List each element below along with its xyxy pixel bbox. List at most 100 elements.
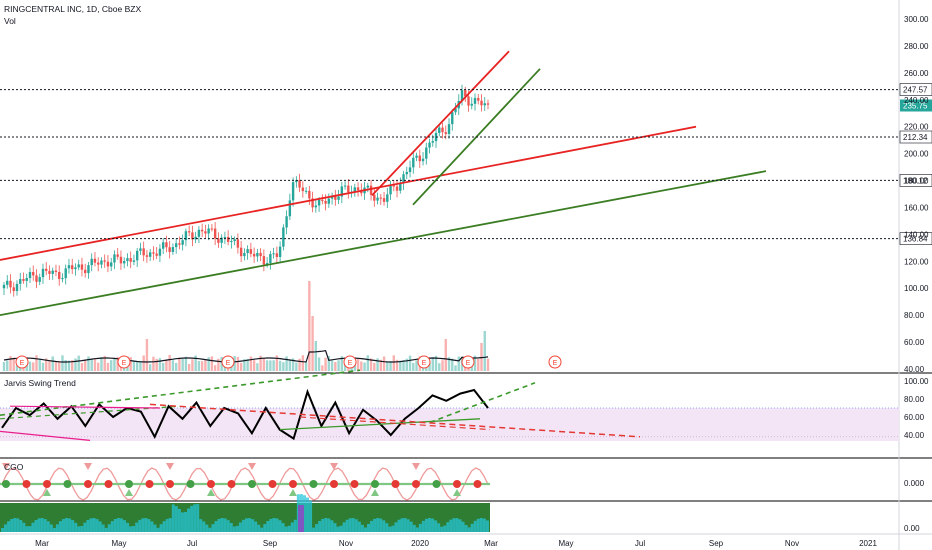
cgo-signal-dot xyxy=(166,480,174,488)
candle-body xyxy=(444,132,447,134)
volume-bar xyxy=(9,356,12,371)
histogram-bar xyxy=(52,527,56,532)
earnings-marker-label: E xyxy=(422,360,427,367)
candle-body xyxy=(61,278,64,280)
time-axis-tick: 2021 xyxy=(859,539,877,548)
histogram-bar xyxy=(345,519,349,532)
cgo-signal-dot xyxy=(248,480,256,488)
volume-bar xyxy=(48,359,51,371)
volume-bar xyxy=(483,331,486,371)
swing-trend-guide xyxy=(279,418,481,431)
histogram-bar xyxy=(397,519,401,532)
candle-body xyxy=(74,267,77,270)
histogram-bar xyxy=(46,521,50,532)
cgo-signal-dot xyxy=(371,480,379,488)
earnings-marker[interactable] xyxy=(343,355,357,369)
candle-body xyxy=(288,200,292,217)
volume-bar xyxy=(441,360,444,371)
histogram-bar xyxy=(190,505,194,532)
price-axis-tick: 300.00 xyxy=(904,15,929,24)
cgo-signal-dot xyxy=(43,480,51,488)
trend-line[interactable] xyxy=(0,125,697,261)
volume-bar xyxy=(181,359,184,371)
volume-bar xyxy=(90,359,93,371)
volume-bar xyxy=(262,358,266,371)
histogram-bar xyxy=(293,519,297,532)
histogram-bar xyxy=(461,521,465,532)
candle-body xyxy=(347,185,350,193)
earnings-marker[interactable] xyxy=(548,355,562,369)
histogram-bar xyxy=(107,524,111,532)
histogram-bar xyxy=(119,518,123,532)
volume-bar xyxy=(6,360,9,371)
volume-bar xyxy=(80,363,84,371)
volume-bar xyxy=(239,362,243,371)
time-axis-tick: Jul xyxy=(187,539,197,548)
volume-bar xyxy=(71,360,74,371)
price-axis-tick: 260.00 xyxy=(904,69,929,78)
candle-body xyxy=(126,258,129,262)
earnings-marker[interactable] xyxy=(117,355,131,369)
candle-body xyxy=(97,262,100,265)
earnings-marker[interactable] xyxy=(15,355,29,369)
volume-bar xyxy=(15,365,19,371)
candle-body xyxy=(71,265,74,270)
volume-bar xyxy=(58,361,61,371)
volume-bar xyxy=(87,356,90,371)
cgo-signal-dot xyxy=(391,480,400,488)
histogram-bar xyxy=(211,524,215,532)
volume-bar xyxy=(356,358,360,371)
histogram-bar xyxy=(379,518,383,532)
volume-bar xyxy=(184,356,188,371)
candle-body xyxy=(467,96,470,106)
trend-line[interactable] xyxy=(0,170,767,317)
volume-bar xyxy=(269,360,272,371)
earnings-marker-label: E xyxy=(348,360,353,367)
histogram-bar xyxy=(312,527,316,532)
histogram-bar xyxy=(68,518,72,532)
candle-body xyxy=(28,272,32,279)
histogram-bar xyxy=(22,522,26,532)
histogram-bar xyxy=(123,520,126,532)
histogram-bar xyxy=(324,518,328,532)
earnings-marker[interactable] xyxy=(417,355,431,369)
candle-body xyxy=(405,171,408,175)
earnings-marker[interactable] xyxy=(461,355,475,369)
volume-bar xyxy=(243,359,246,371)
volume-bar xyxy=(288,360,292,371)
histogram-bar xyxy=(177,508,181,532)
histogram-bar xyxy=(391,525,395,532)
volume-bar xyxy=(311,316,314,371)
histogram-bar xyxy=(138,519,142,532)
cgo-signal-dot xyxy=(473,480,482,488)
price-axis-tick: 60.00 xyxy=(904,338,925,347)
price-axis-tick: 100.00 xyxy=(904,284,929,293)
trend-line[interactable] xyxy=(371,50,510,196)
candle-body xyxy=(275,253,279,258)
volume-bar xyxy=(405,358,408,371)
earnings-marker[interactable] xyxy=(221,355,235,369)
histogram-bar xyxy=(342,522,346,532)
histogram-bar xyxy=(287,525,291,532)
volume-bar xyxy=(301,355,305,371)
candle-body xyxy=(249,249,253,254)
cgo-signal-dot xyxy=(186,480,195,488)
candle-body xyxy=(477,98,480,101)
volume-bar xyxy=(191,359,194,371)
volume-bar xyxy=(207,357,210,371)
cgo-signal-dot xyxy=(227,480,236,488)
candle-body xyxy=(402,174,405,184)
histogram-bar xyxy=(55,524,59,532)
volume-bar xyxy=(45,358,48,371)
histogram-bar xyxy=(74,522,78,532)
histogram-bar xyxy=(16,518,20,532)
histogram-bar xyxy=(443,525,447,532)
candle-body xyxy=(35,275,38,282)
histogram-bar xyxy=(40,518,44,532)
volume-bar xyxy=(204,360,207,371)
candle-body xyxy=(19,279,22,284)
volume-bar xyxy=(103,355,106,371)
histogram-bar xyxy=(248,518,252,532)
histogram-bar xyxy=(241,519,245,532)
